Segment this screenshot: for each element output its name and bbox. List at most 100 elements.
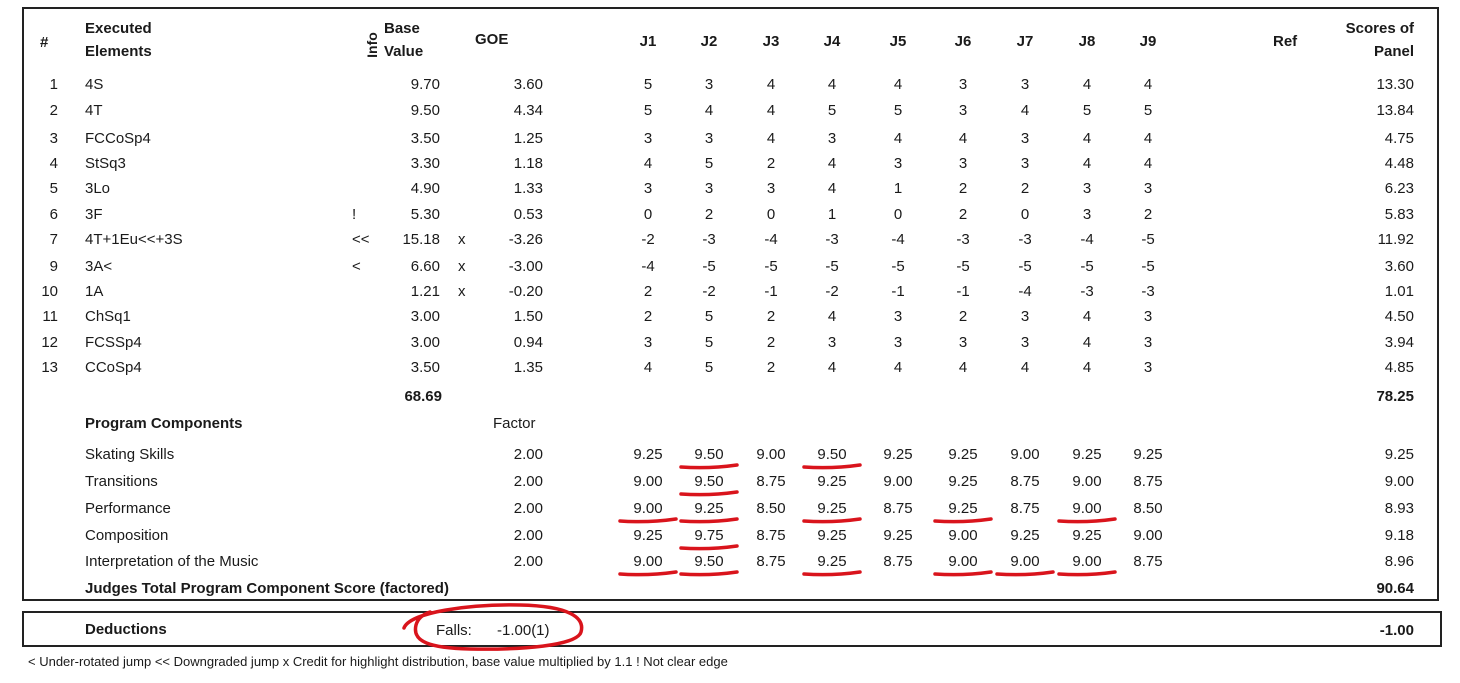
component-judge-8: 9.00 — [1072, 500, 1102, 517]
components-total-label: Judges Total Program Component Score (fa… — [85, 580, 449, 597]
element-judge-6: 2 — [958, 206, 968, 223]
element-base: 3.00 — [410, 334, 440, 351]
element-x-bonus: x — [458, 231, 466, 248]
element-judge-7: 4 — [1020, 102, 1030, 119]
element-judge-9: 3 — [1143, 359, 1153, 376]
element-name: FCSSp4 — [85, 334, 142, 351]
component-judge-1: 9.25 — [633, 446, 663, 463]
element-num: 11 — [42, 308, 58, 325]
component-factor: 2.00 — [513, 473, 543, 490]
element-score: 4.75 — [1384, 130, 1414, 147]
component-judge-2: 9.50 — [694, 473, 724, 490]
element-judge-5: -1 — [891, 283, 905, 300]
header-num: # — [40, 34, 49, 51]
header-judge-3: J3 — [762, 33, 780, 50]
element-judge-1: 3 — [643, 130, 653, 147]
components-total: 90.64 — [1376, 580, 1414, 597]
element-judge-2: 2 — [704, 206, 714, 223]
element-judge-1: 3 — [643, 180, 653, 197]
element-judge-1: 0 — [643, 206, 653, 223]
element-judge-2: 3 — [704, 130, 714, 147]
element-num: 3 — [49, 130, 58, 147]
element-judge-8: 4 — [1082, 308, 1092, 325]
element-num: 5 — [49, 180, 58, 197]
element-score: 3.94 — [1384, 334, 1414, 351]
element-judge-7: 4 — [1020, 359, 1030, 376]
element-judge-9: 2 — [1143, 206, 1153, 223]
element-judge-3: -1 — [764, 283, 778, 300]
component-judge-9: 8.75 — [1133, 473, 1163, 490]
element-judge-3: 4 — [766, 130, 776, 147]
component-judge-2: 9.25 — [694, 500, 724, 517]
element-judge-7: -3 — [1018, 231, 1032, 248]
element-judge-6: 3 — [958, 155, 968, 172]
element-judge-5: 3 — [893, 155, 903, 172]
header-scores-of: Scores of — [1345, 20, 1414, 37]
header-judge-1: J1 — [639, 33, 657, 50]
component-judge-8: 9.00 — [1072, 553, 1102, 570]
element-goe: 3.60 — [513, 76, 543, 93]
element-name: 4T — [85, 102, 103, 119]
element-judge-2: 5 — [704, 359, 714, 376]
component-judge-9: 8.75 — [1133, 553, 1163, 570]
element-judge-4: 4 — [827, 308, 837, 325]
element-judge-1: -2 — [641, 231, 655, 248]
header-elements: Elements — [85, 43, 152, 60]
element-name: 3F — [85, 206, 103, 223]
element-judge-2: 5 — [704, 308, 714, 325]
component-name: Skating Skills — [85, 446, 175, 463]
component-factor: 2.00 — [513, 553, 543, 570]
element-base: 3.30 — [410, 155, 440, 172]
element-judge-3: -5 — [764, 258, 778, 275]
element-judge-1: 4 — [643, 359, 653, 376]
component-judge-5: 9.25 — [883, 527, 913, 544]
component-judge-3: 9.00 — [756, 446, 786, 463]
element-judge-9: 3 — [1143, 308, 1153, 325]
element-x-bonus: x — [458, 283, 466, 300]
component-score: 9.25 — [1384, 446, 1414, 463]
element-goe: 1.50 — [513, 308, 543, 325]
element-judge-5: -4 — [891, 231, 905, 248]
element-base: 9.70 — [410, 76, 440, 93]
component-judge-8: 9.00 — [1072, 473, 1102, 490]
falls-label: Falls: — [436, 622, 472, 639]
component-score: 9.00 — [1384, 473, 1414, 490]
element-judge-7: -5 — [1018, 258, 1032, 275]
component-judge-8: 9.25 — [1072, 446, 1102, 463]
element-judge-9: 4 — [1143, 130, 1153, 147]
component-judge-7: 9.00 — [1010, 553, 1040, 570]
element-x-bonus: x — [458, 258, 466, 275]
element-num: 13 — [41, 359, 58, 376]
component-judge-3: 8.75 — [756, 553, 786, 570]
element-judge-5: 5 — [893, 102, 903, 119]
element-goe: 0.53 — [513, 206, 543, 223]
element-judge-2: -3 — [702, 231, 716, 248]
element-score: 4.85 — [1384, 359, 1414, 376]
element-name: FCCoSp4 — [85, 130, 151, 147]
component-judge-7: 8.75 — [1010, 500, 1040, 517]
component-judge-6: 9.25 — [948, 500, 978, 517]
element-judge-3: 2 — [766, 334, 776, 351]
element-num: 10 — [41, 283, 58, 300]
element-score: 6.23 — [1384, 180, 1414, 197]
header-judge-8: J8 — [1078, 33, 1096, 50]
component-score: 8.93 — [1384, 500, 1414, 517]
factor-label: Factor — [493, 415, 536, 432]
element-goe: 1.33 — [513, 180, 543, 197]
element-judge-3: 2 — [766, 155, 776, 172]
element-name: CCoSp4 — [85, 359, 142, 376]
element-judge-8: -4 — [1080, 231, 1094, 248]
element-base: 3.50 — [410, 130, 440, 147]
component-name: Composition — [85, 527, 169, 544]
element-score: 13.84 — [1376, 102, 1414, 119]
element-judge-9: 3 — [1143, 180, 1153, 197]
element-judge-7: 0 — [1020, 206, 1030, 223]
element-judge-7: 3 — [1020, 334, 1030, 351]
element-judge-5: 3 — [893, 334, 903, 351]
component-factor: 2.00 — [513, 500, 543, 517]
deductions-frame — [22, 611, 1442, 647]
element-goe: 1.35 — [513, 359, 543, 376]
element-base: 5.30 — [410, 206, 440, 223]
component-judge-2: 9.50 — [694, 446, 724, 463]
element-judge-3: 4 — [766, 102, 776, 119]
